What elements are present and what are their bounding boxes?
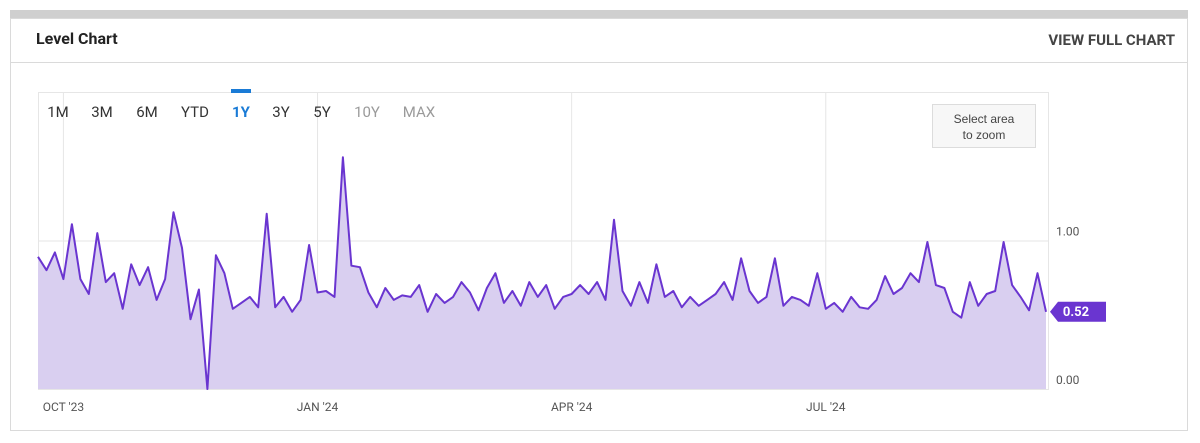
range-button[interactable]: 6M [136, 103, 158, 121]
x-tick-label: JAN '24 [297, 400, 339, 414]
range-button[interactable]: 1Y [232, 103, 251, 121]
panel-title: Level Chart [36, 29, 118, 48]
area-fill [38, 157, 1046, 389]
range-button: 10Y [354, 103, 380, 121]
top-bar [10, 10, 1188, 18]
range-button[interactable]: 5Y [313, 103, 330, 121]
y-tick-label: 1.00 [1056, 225, 1080, 239]
active-range-indicator [231, 89, 251, 93]
range-button: MAX [403, 103, 436, 121]
x-tick-label: APR '24 [551, 400, 593, 414]
range-button[interactable]: 3Y [272, 103, 289, 121]
current-value-label: 0.52 [1063, 305, 1089, 320]
x-tick-label: JUL '24 [806, 400, 846, 414]
ui-layer: 0.00 1.00 OCT '23 JAN '24 APR '24 JUL '24 0.52… [43, 89, 1106, 414]
view-full-chart-link[interactable]: VIEW FULL CHART [1048, 31, 1175, 49]
range-button[interactable]: YTD [181, 103, 209, 121]
current-value-tag [1050, 301, 1106, 322]
zoom-hint-box: Select area to zoom [932, 104, 1036, 148]
line [37, 156, 1047, 390]
x-tick-label: OCT '23 [43, 400, 84, 414]
data-layer [37, 156, 1047, 390]
range-button[interactable]: 1M [47, 103, 69, 121]
range-button[interactable]: 3M [91, 103, 113, 121]
zoom-hint: Select area to zoom [932, 104, 1036, 148]
y-tick-label: 0.00 [1056, 373, 1080, 387]
